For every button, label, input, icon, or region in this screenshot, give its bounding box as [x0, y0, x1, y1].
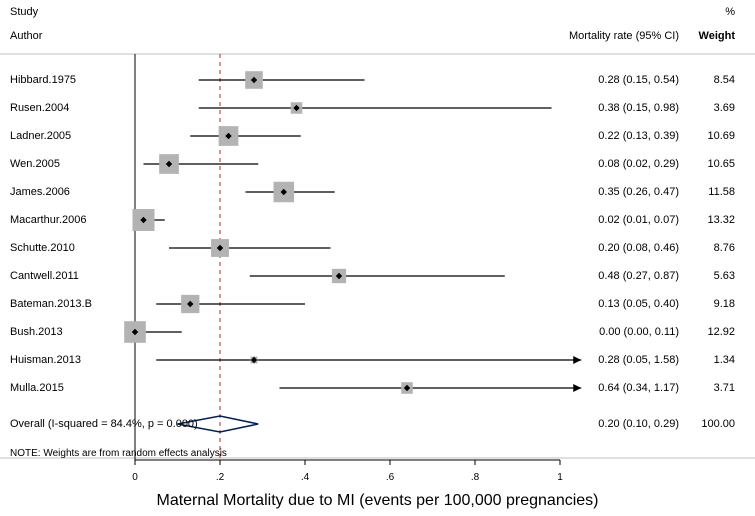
study-author: Hibbard.1975 [10, 74, 76, 86]
study-weight: 12.92 [707, 326, 735, 338]
study-rate: 0.02 (0.01, 0.07) [598, 214, 679, 226]
study-rate: 0.00 (0.00, 0.11) [599, 326, 679, 338]
study-author: Bateman.2013.B [10, 298, 92, 310]
study-rate: 0.13 (0.05, 0.40) [598, 298, 679, 310]
study-rate: 0.48 (0.27, 0.87) [598, 270, 679, 282]
study-rate: 0.64 (0.34, 1.17) [598, 382, 679, 394]
study-author: Wen.2005 [10, 158, 60, 170]
study-weight: 10.69 [707, 130, 735, 142]
overall-weight: 0.20 (0.10, 0.29) [598, 418, 679, 430]
study-rate: 0.28 (0.05, 1.58) [598, 354, 679, 366]
x-tick-label: .4 [301, 472, 309, 483]
study-weight: 13.32 [707, 214, 735, 226]
x-axis-label: Maternal Mortality due to MI (events per… [0, 492, 755, 510]
study-author: Huisman.2013 [10, 354, 81, 366]
study-author: Ladner.2005 [10, 130, 71, 142]
overall-label: Overall (I-squared = 84.4%, p = 0.000) [10, 418, 198, 430]
x-tick-label: .8 [471, 472, 479, 483]
study-weight: 5.63 [714, 270, 735, 282]
study-rate: 0.22 (0.13, 0.39) [598, 130, 679, 142]
study-weight: 8.76 [714, 242, 735, 254]
study-rate: 0.08 (0.02, 0.29) [598, 158, 679, 170]
study-author: Schutte.2010 [10, 242, 75, 254]
study-weight: 3.69 [714, 102, 735, 114]
study-author: Macarthur.2006 [10, 214, 86, 226]
note: NOTE: Weights are from random effects an… [10, 448, 227, 459]
x-tick-label: 0 [132, 472, 138, 483]
study-author: James.2006 [10, 186, 70, 198]
study-rate: 0.28 (0.15, 0.54) [598, 74, 679, 86]
x-tick-label: .2 [216, 472, 224, 483]
study-weight: 8.54 [714, 74, 735, 86]
study-author: Cantwell.2011 [10, 270, 79, 282]
study-rate: 0.20 (0.08, 0.46) [598, 242, 679, 254]
study-weight: 9.18 [714, 298, 735, 310]
study-weight: 3.71 [714, 382, 735, 394]
study-rate: 0.38 (0.15, 0.98) [598, 102, 679, 114]
study-author: Bush.2013 [10, 326, 63, 338]
study-weight: 10.65 [707, 158, 735, 170]
study-rate: 0.35 (0.26, 0.47) [598, 186, 679, 198]
x-tick-label: 1 [557, 472, 563, 483]
study-author: Mulla.2015 [10, 382, 64, 394]
study-author: Rusen.2004 [10, 102, 69, 114]
study-weight: 11.58 [708, 186, 735, 198]
study-weight: 1.34 [714, 354, 735, 366]
forest-plot: Study Author Mortality rate (95% CI) % W… [0, 0, 755, 516]
x-tick-label: .6 [386, 472, 394, 483]
